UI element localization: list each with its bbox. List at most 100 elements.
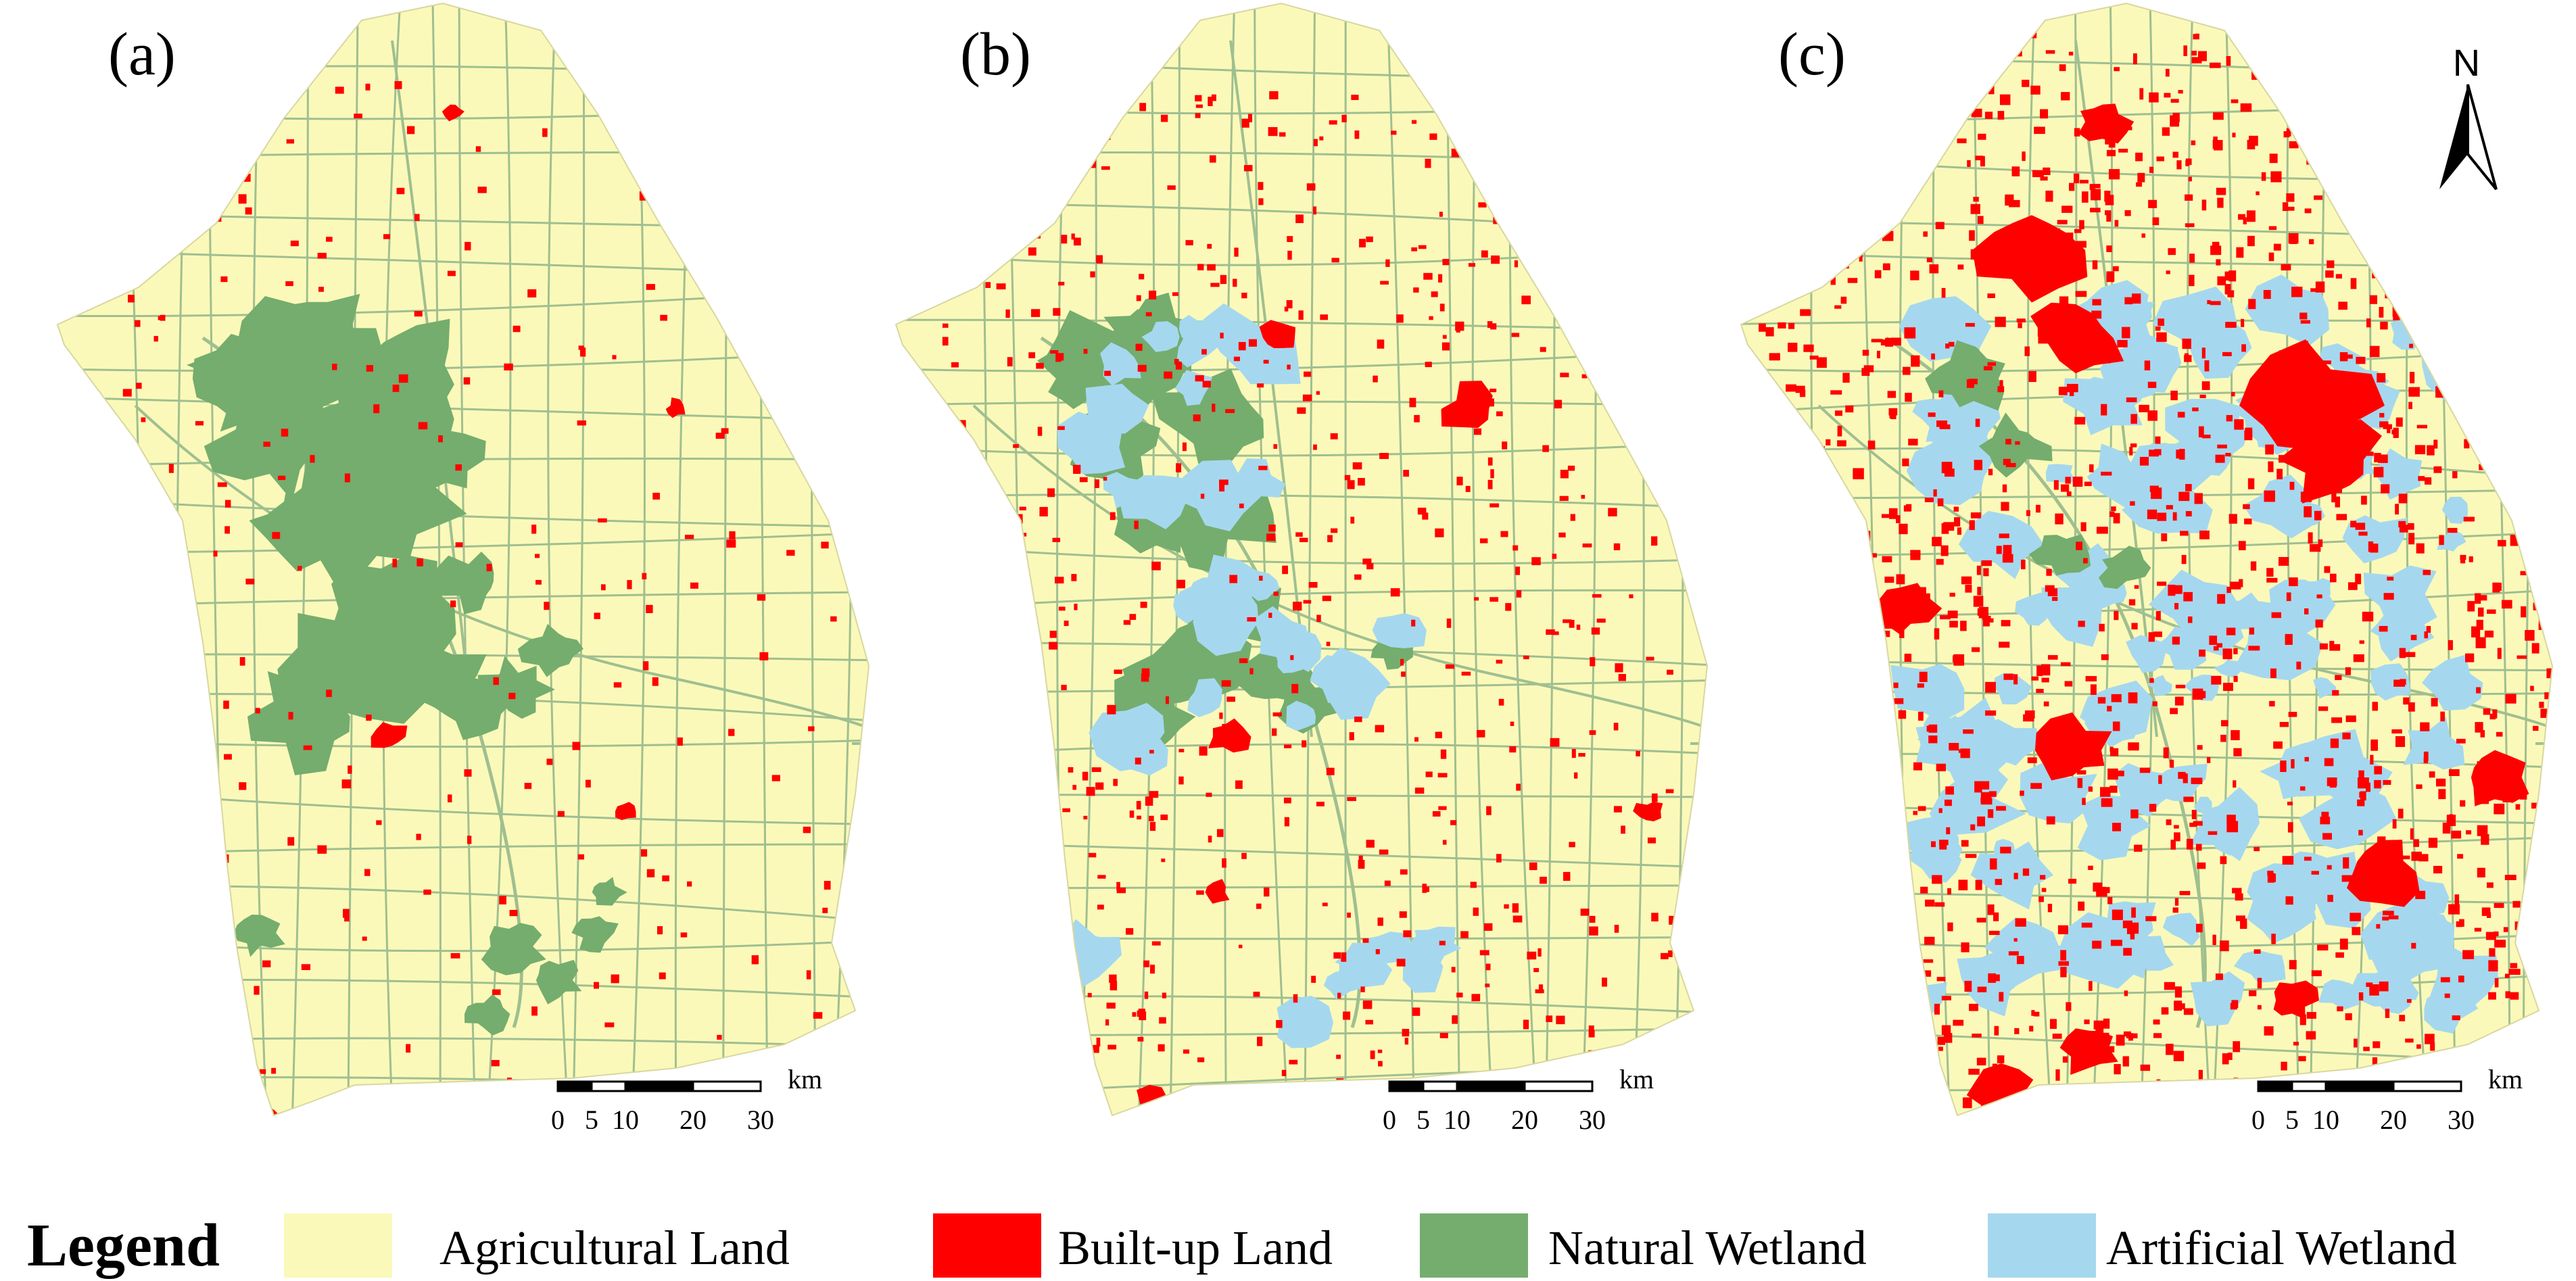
scale-bar-segment (1456, 1080, 1526, 1092)
land-patch (1871, 583, 1942, 635)
scale-bar-segment (590, 1080, 627, 1092)
land-patch (192, 333, 295, 418)
land-patch (2190, 787, 2260, 861)
land-patch (2099, 546, 2151, 589)
land-patch (2441, 496, 2468, 524)
land-patch (2058, 912, 2149, 989)
scale-tick-label: 20 (1511, 1105, 1538, 1135)
land-patch (2028, 534, 2091, 576)
land-patch (1358, 932, 1411, 965)
land-patch (2214, 659, 2243, 678)
land-patch (1108, 728, 1168, 776)
land-patch (2078, 103, 2134, 144)
land-patch (1193, 585, 1259, 656)
land-patch (1897, 816, 1959, 873)
panel-label-b: (b) (960, 21, 1031, 88)
land-patch (1205, 879, 1230, 904)
scale-bar-segment (556, 1080, 593, 1092)
study-region-map (1740, 3, 2553, 1116)
scale-tick-label: 5 (1416, 1105, 1430, 1135)
land-patch (2363, 565, 2437, 631)
land-patch (1203, 303, 1286, 374)
scale-bar-segment (1388, 1080, 1425, 1092)
land-patch (665, 397, 686, 418)
land-patch (1322, 647, 1391, 720)
land-patch (442, 104, 464, 122)
scale-unit-label: km (2488, 1064, 2523, 1094)
land-patch (1746, 801, 1848, 899)
land-patch (1341, 961, 1374, 988)
land-patch (2126, 635, 2168, 673)
legend-item-label: Agricultural Land (439, 1221, 790, 1275)
land-patch (1259, 320, 1296, 348)
land-patch (1441, 381, 1493, 429)
scale-tick-label: 5 (2285, 1105, 2299, 1135)
north-arrow-icon (2439, 84, 2498, 191)
scale-bar-c: 0 5 10 20 30 km (2251, 1064, 2523, 1135)
legend-swatch (1988, 1213, 2096, 1278)
scale-tick-label: 10 (2312, 1105, 2339, 1135)
land-patch (2260, 742, 2324, 800)
scale-unit-label: km (1619, 1064, 1654, 1094)
land-patch (1414, 926, 1456, 958)
land-patch (615, 802, 636, 821)
legend-swatch (284, 1213, 392, 1278)
land-patch (2233, 950, 2286, 983)
land-patch (2239, 339, 2385, 457)
land-patch (2045, 464, 2076, 483)
land-patch (2127, 300, 2155, 325)
scale-tick-label: 30 (2448, 1105, 2475, 1135)
land-patch (1187, 678, 1222, 717)
land-patch (995, 835, 1020, 854)
land-patch (1277, 996, 1333, 1048)
land-patch (2134, 936, 2174, 971)
scale-tick-label: 10 (1444, 1105, 1471, 1135)
land-patch (481, 923, 546, 975)
land-patch (1741, 470, 1826, 557)
land-patch (1176, 327, 1218, 368)
legend-swatch (933, 1213, 1041, 1278)
scale-bar-segment (1523, 1080, 1594, 1092)
scale-bar-b: 0 5 10 20 30 km (1383, 1064, 1654, 1135)
land-patch (2403, 717, 2465, 770)
scale-bar-segment (2324, 1080, 2395, 1092)
land-patch (2169, 587, 2244, 656)
land-patch (2436, 529, 2466, 552)
land-patch (1890, 664, 1965, 722)
land-patch (1771, 878, 1844, 940)
scale-bar-segment (2392, 1080, 2462, 1092)
land-patch (1085, 383, 1149, 434)
land-patch (1286, 700, 1316, 731)
land-patch (2147, 675, 2172, 696)
scale-bar-segment (2291, 1080, 2327, 1092)
land-patch (249, 487, 361, 572)
land-patch (1978, 412, 2053, 478)
land-patch (2347, 840, 2420, 907)
land-patch (2190, 971, 2245, 1027)
land-patch (1925, 340, 2005, 411)
land-patch (2247, 863, 2316, 916)
land-patch (906, 485, 939, 515)
land-patch (1975, 763, 2006, 786)
legend-title: Legend (27, 1212, 220, 1279)
scale-tick-label: 5 (585, 1105, 598, 1135)
land-patch (2370, 614, 2412, 648)
land-patch (146, 824, 173, 843)
scale-bar-a: 0 5 10 20 30 km (551, 1064, 822, 1135)
land-patch (2318, 979, 2359, 1010)
agricultural-land-area (896, 3, 1707, 1115)
land-patch (234, 915, 285, 957)
scale-tick-label: 30 (1579, 1105, 1606, 1135)
scale-tick-label: 20 (2380, 1105, 2407, 1135)
land-patch (2020, 761, 2097, 824)
land-patch (2422, 654, 2483, 711)
scale-tick-label: 0 (2251, 1105, 2265, 1135)
scale-tick-label: 0 (551, 1105, 565, 1135)
map-panel-b: (b) 0 5 10 20 30 km (895, 3, 1708, 1135)
land-patch (1274, 622, 1322, 673)
legend-item-label: Natural Wetland (1548, 1221, 1867, 1275)
legend-item-label: Artificial Wetland (2106, 1221, 2457, 1275)
land-patch (2059, 1028, 2118, 1075)
land-patch (464, 994, 510, 1036)
